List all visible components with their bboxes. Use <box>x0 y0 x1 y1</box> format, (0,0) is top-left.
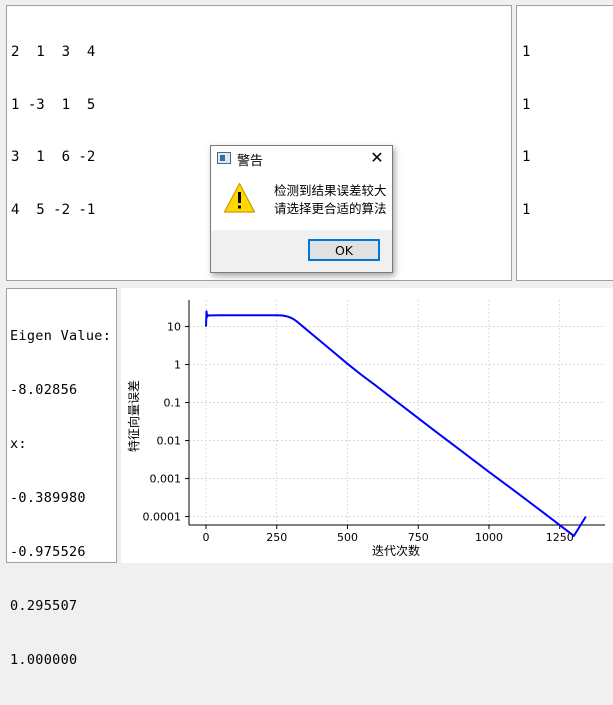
vector-b-row: 1 <box>522 201 531 218</box>
result-line: -0.975526 <box>10 544 86 560</box>
y-tick-label: 0.1 <box>164 397 182 410</box>
y-tick-label: 0.0001 <box>143 511 182 524</box>
dialog-message-line: 检测到结果误差较大 <box>274 183 387 198</box>
dialog-message-line: 请选择更合适的算法 <box>274 200 387 216</box>
vector-b-text[interactable]: 1 1 1 1 <box>522 9 556 254</box>
result-text: Eigen Value: -8.02856 x: -0.389980 -0.97… <box>10 291 111 705</box>
vector-b-editor[interactable]: 1 1 1 1 <box>516 5 613 281</box>
dialog-body: 检测到结果误差较大 请选择更合适的算法 <box>211 170 392 230</box>
matrix-a-row: 4 5 -2 -1 <box>11 201 96 218</box>
x-tick-label: 500 <box>337 531 358 544</box>
y-tick-label: 0.01 <box>157 435 182 448</box>
chart-grid <box>189 300 605 525</box>
app-window-icon <box>217 152 231 164</box>
chart-axes <box>188 300 605 526</box>
matrix-a-row: 1 -3 1 5 <box>11 96 96 113</box>
error-chart: 0 250 500 750 1000 1250 10 1 0.1 0.01 0.001 0.0001 … <box>121 288 613 563</box>
x-tick-label: 1250 <box>546 531 574 544</box>
warning-icon <box>223 182 256 213</box>
ok-button[interactable]: OK <box>308 239 380 261</box>
y-tick-label: 0.001 <box>150 473 182 486</box>
result-line: -8.02856 <box>10 382 78 398</box>
result-line: -0.389980 <box>10 490 86 506</box>
x-tick-label: 250 <box>266 531 287 544</box>
matrix-a-text[interactable]: 2 1 3 4 1 -3 1 5 3 1 6 -2 4 5 -2 -1 <box>11 9 95 254</box>
vector-b-row: 1 <box>522 44 531 60</box>
x-tick-label: 1000 <box>475 531 503 544</box>
y-tick-label: 1 <box>174 359 181 372</box>
vector-b-row: 1 <box>522 149 531 165</box>
dialog-titlebar[interactable]: 警告 ✕ <box>211 146 392 170</box>
close-icon[interactable]: ✕ <box>370 148 384 167</box>
error-chart-svg: 0 250 500 750 1000 12501010.10.010.0010.0001 … <box>126 300 605 558</box>
dialog-footer: OK <box>211 230 392 272</box>
result-line: Eigen Value: <box>10 328 112 344</box>
x-axis-label: 迭代次数 <box>372 543 420 558</box>
chart-ticks: 0 250 500 750 1000 1250 10 1 0.1 0.01 0.001 0.0001 <box>143 321 574 544</box>
matrix-a-row: 2 1 3 4 <box>11 44 96 60</box>
y-tick-label: 10 <box>167 321 181 334</box>
dialog-message: 检测到结果误差较大 请选择更合适的算法 <box>274 182 387 217</box>
warning-dialog[interactable]: 警告 ✕ 检测到结果误差较大 请选择更合适的算法 OK <box>210 145 393 273</box>
y-axis-label: 特征向量误差 <box>126 380 141 452</box>
x-tick-label: 0 <box>202 531 209 544</box>
result-line: 1.000000 <box>10 652 78 668</box>
vector-b-row: 1 <box>522 96 531 113</box>
dialog-title: 警告 <box>237 154 264 169</box>
result-line: x: <box>10 436 27 452</box>
x-tick-label: 750 <box>408 531 429 544</box>
error-series-line <box>205 310 587 537</box>
result-line: 0.295507 <box>10 598 78 614</box>
result-output[interactable]: Eigen Value: -8.02856 x: -0.389980 -0.97… <box>6 288 117 668</box>
matrix-a-row: 3 1 6 -2 <box>11 149 96 165</box>
chart-series <box>205 310 587 537</box>
